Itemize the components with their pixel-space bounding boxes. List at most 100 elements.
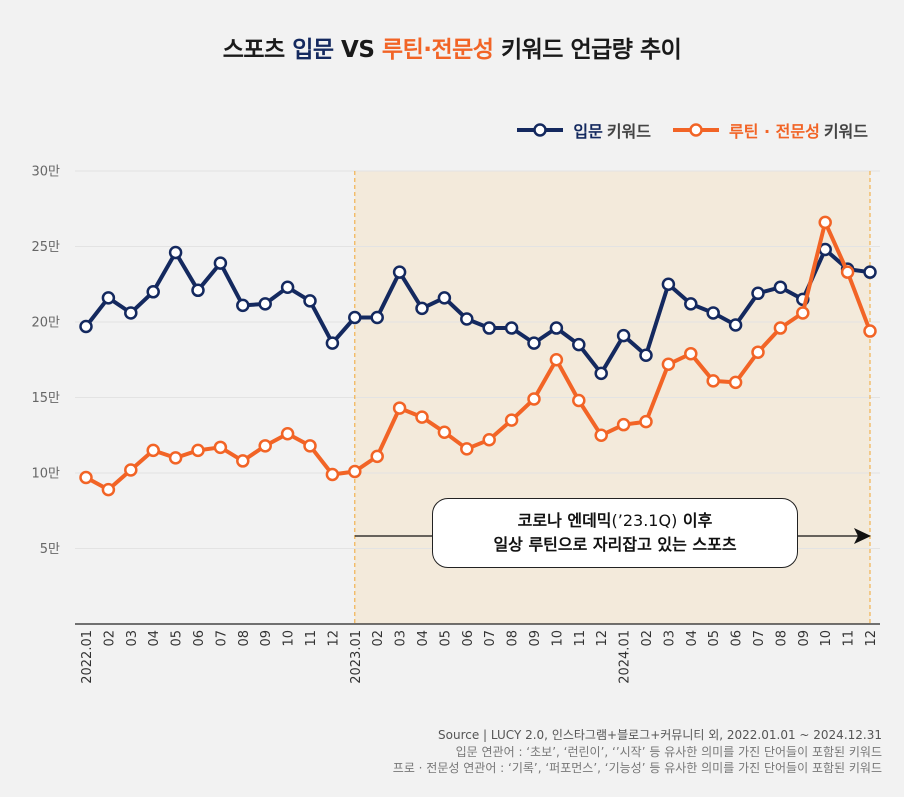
data-point-0 (773, 280, 788, 295)
source-note: Source | LUCY 2.0, 인스타그램+블로그+커뮤니티 외, 202… (393, 727, 882, 777)
data-point-0 (236, 298, 250, 313)
x-tick-label: 2024.01 (618, 630, 633, 684)
data-point-0 (280, 280, 295, 295)
source-line-1: Source | LUCY 2.0, 인스타그램+블로그+커뮤니티 외, 202… (438, 728, 882, 742)
data-point-1 (101, 482, 116, 497)
y-tick-label: 20만 (31, 316, 60, 331)
x-tick-label: 03 (125, 630, 140, 647)
data-point-0 (415, 301, 429, 316)
x-tick-label: 02 (371, 630, 386, 647)
x-tick-label: 03 (394, 630, 409, 647)
data-point-0 (639, 348, 653, 362)
data-point-1 (370, 449, 384, 464)
x-tick-label: 08 (774, 630, 789, 647)
data-point-1 (280, 426, 295, 441)
legend-item-routine: 루틴 · 전문성 키워드 (673, 118, 868, 142)
x-tick-label: 07 (752, 630, 767, 647)
title-part-5: 키워드 언급량 추이 (493, 37, 682, 63)
data-point-1 (773, 321, 788, 335)
x-tick-label: 11 (573, 630, 588, 647)
x-tick-label: 12 (326, 630, 341, 647)
x-tick-label: 10 (282, 630, 297, 647)
data-point-0 (392, 265, 407, 279)
data-point-0 (168, 245, 183, 260)
legend-label-routine: 루틴 · 전문성 (729, 122, 820, 141)
x-tick-label: 09 (797, 630, 812, 647)
data-point-1 (684, 346, 698, 361)
x-tick-label: 02 (640, 630, 655, 647)
x-tick-label: 2022.01 (80, 630, 95, 684)
legend-label-entry: 입문 (573, 122, 603, 141)
data-point-1 (840, 265, 855, 279)
title-part-3: VS (333, 37, 382, 63)
data-point-1 (258, 439, 272, 453)
y-tick-label: 5만 (40, 542, 60, 557)
data-point-0 (146, 285, 160, 299)
x-tick-label: 04 (147, 630, 162, 647)
data-point-1 (325, 467, 340, 482)
data-point-1 (549, 353, 564, 367)
x-tick-label: 03 (662, 630, 677, 647)
data-point-1 (751, 345, 765, 359)
x-tick-label: 04 (416, 630, 431, 647)
legend-item-entry: 입문 키워드 (517, 118, 651, 142)
data-point-1 (236, 454, 250, 468)
data-point-1 (79, 470, 93, 485)
data-point-1 (437, 425, 452, 439)
title-highlight-routine: 루틴·전문성 (381, 37, 494, 63)
x-tick-label: 09 (528, 630, 543, 647)
x-tick-label: 08 (506, 630, 521, 647)
data-point-1 (572, 393, 586, 408)
data-point-0 (124, 306, 138, 320)
data-point-0 (370, 310, 384, 325)
x-tick-label: 10 (819, 630, 834, 647)
data-point-1 (706, 374, 720, 388)
x-tick-label: 02 (102, 630, 117, 647)
data-point-0 (616, 328, 631, 343)
source-line-2: 입문 연관어 : ‘초보’, ‘런린이’, ‘’시작’ 등 유사한 의미를 가진… (455, 744, 882, 759)
data-point-1 (863, 324, 877, 338)
data-point-1 (639, 414, 653, 429)
y-tick-label: 25만 (31, 240, 60, 255)
data-point-1 (124, 463, 138, 477)
legend: 입문 키워드 루틴 · 전문성 키워드 (495, 118, 868, 142)
y-tick-label: 15만 (31, 391, 60, 406)
callout-line-1: 코로나 엔데믹(’23.1Q) 이후 (518, 509, 713, 533)
chart-title: 스포츠 입문 VS 루틴·전문성 키워드 언급량 추이 (0, 30, 904, 64)
data-point-1 (616, 417, 631, 432)
data-point-0 (706, 306, 720, 320)
data-point-0 (303, 294, 317, 308)
data-point-0 (728, 318, 743, 332)
x-tick-label: 12 (864, 630, 879, 647)
data-point-1 (168, 451, 183, 465)
data-point-0 (863, 265, 877, 279)
callout-bold-b: 이후 (677, 511, 713, 530)
data-point-1 (303, 439, 317, 453)
x-tick-label: 04 (685, 630, 700, 647)
data-point-1 (504, 413, 519, 427)
data-point-0 (527, 336, 541, 350)
annotation-arrowhead-icon (854, 528, 871, 544)
data-point-0 (572, 337, 586, 352)
x-tick-label: 08 (237, 630, 252, 647)
data-point-0 (661, 277, 676, 291)
callout-bold-a: 코로나 엔데믹 (517, 511, 612, 530)
data-point-0 (549, 321, 564, 335)
data-point-0 (325, 336, 340, 350)
x-tick-label: 05 (170, 630, 185, 647)
data-point-0 (684, 297, 698, 311)
callout-line-2: 일상 루틴으로 자리잡고 있는 스포츠 (493, 535, 737, 554)
x-tick-label: 10 (550, 630, 565, 647)
annotation-callout: 코로나 엔데믹(’23.1Q) 이후 일상 루틴으로 자리잡고 있는 스포츠 (432, 498, 798, 568)
data-point-0 (348, 310, 362, 325)
data-point-0 (191, 283, 205, 298)
data-point-1 (818, 215, 832, 230)
x-tick-label: 05 (438, 630, 453, 647)
legend-label-entry-suffix: 키워드 (606, 122, 651, 141)
data-point-0 (594, 366, 608, 381)
data-point-0 (258, 297, 272, 311)
x-tick-label: 05 (707, 630, 722, 647)
data-point-0 (101, 291, 116, 305)
data-point-0 (437, 291, 452, 305)
data-point-1 (191, 443, 205, 458)
